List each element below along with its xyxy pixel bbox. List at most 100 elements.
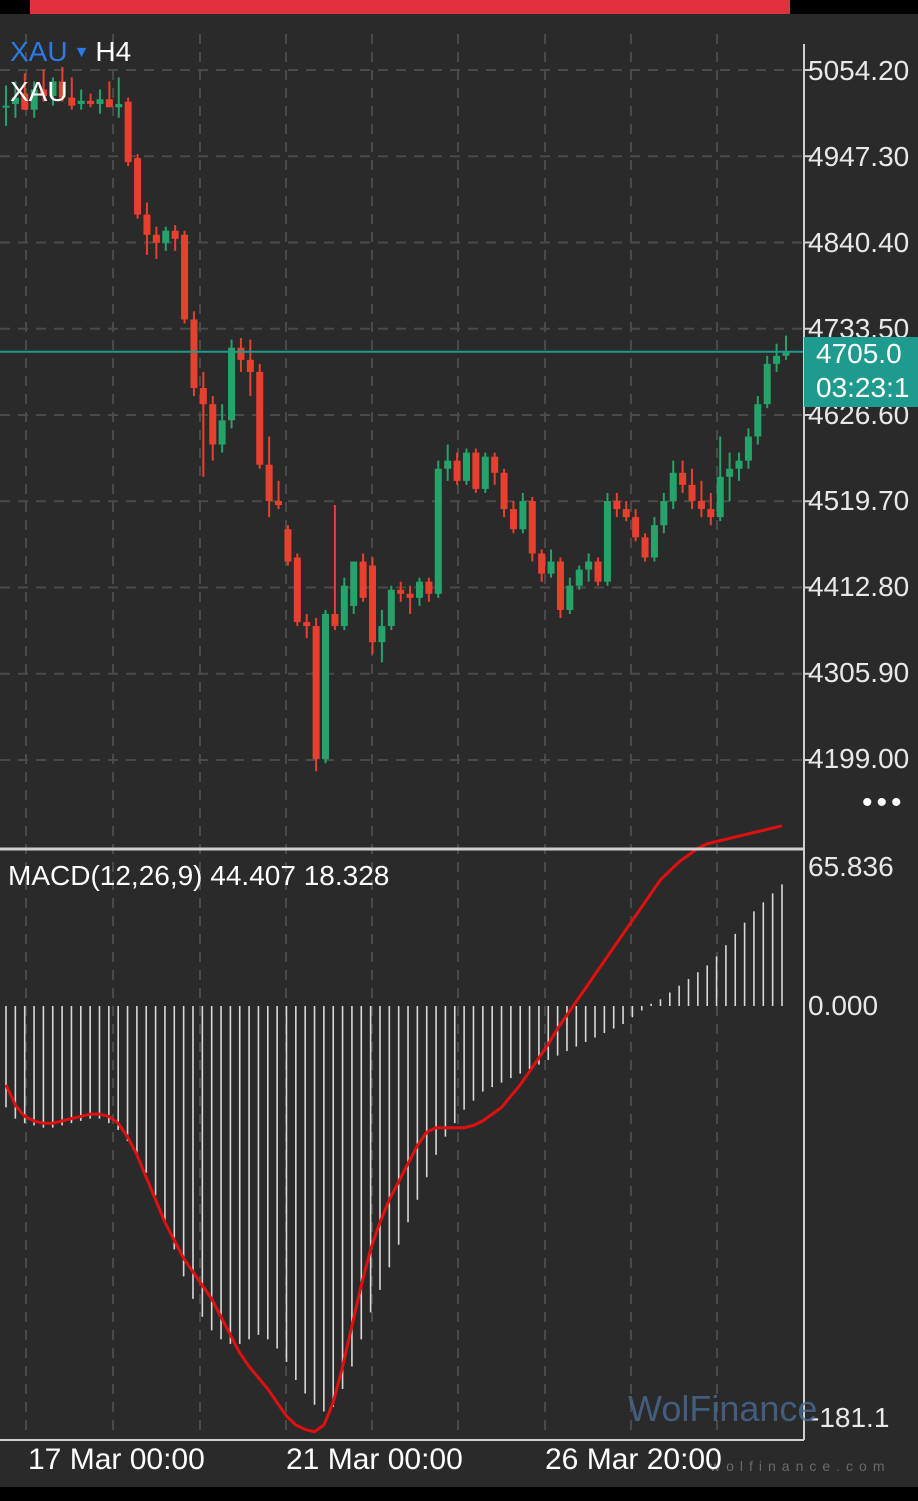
candle-bearish (209, 404, 217, 445)
candle-bearish (359, 561, 367, 598)
candle-bullish (726, 468, 734, 477)
candle-countdown: 03:23:1 (816, 372, 910, 403)
symbol-selector[interactable]: XAU ▼ H4 (10, 36, 131, 68)
macd-axis-top: 65.836 (808, 851, 894, 882)
candle-bearish (237, 347, 245, 360)
price-axis-label: 4840.40 (808, 227, 910, 258)
candle-bearish (246, 359, 254, 372)
candle-bullish (763, 363, 771, 405)
candle-bearish (538, 553, 546, 574)
price-axis-label: 4199.00 (808, 743, 910, 774)
candle-bullish (575, 569, 583, 586)
candle-bullish (11, 97, 19, 105)
candle-bullish (30, 89, 38, 110)
candle-bearish (491, 456, 499, 473)
macd-indicator-label[interactable]: MACD(12,26,9) 44.407 18.328 (8, 860, 390, 891)
timeframe-label[interactable]: H4 (95, 36, 132, 67)
candle-bearish (679, 472, 687, 485)
candle-bullish (650, 525, 658, 558)
candle-bearish (303, 622, 311, 627)
candle-bearish (68, 97, 76, 106)
candle-bullish (519, 501, 527, 530)
candle-bearish (697, 501, 705, 510)
candle-bearish (181, 234, 189, 320)
candle-bullish (660, 501, 668, 526)
candle-bullish (49, 81, 57, 96)
candle-bullish (603, 501, 611, 582)
candle-bullish (773, 355, 781, 364)
candle-bullish (754, 404, 762, 437)
candle-bullish (462, 452, 470, 481)
macd-axis-bottom: -181.1 (810, 1402, 890, 1433)
chart-canvas[interactable] (0, 14, 918, 1487)
candle-bearish (87, 100, 95, 105)
candle-bearish (641, 537, 649, 558)
candle-bullish (481, 456, 489, 489)
candle-bullish (228, 347, 236, 421)
chart-subtitle: XAU (10, 76, 68, 107)
ellipsis-icon[interactable]: ••• (862, 786, 906, 819)
candle-bullish (744, 436, 752, 461)
candle-bearish (152, 234, 160, 243)
candle-bearish (613, 501, 621, 510)
macd-axis-zero: 0.000 (808, 990, 879, 1021)
chart-frame (0, 14, 918, 1487)
candle-bearish (707, 509, 715, 518)
candle-bearish (199, 388, 207, 405)
candle-bearish (509, 509, 517, 530)
candle-bearish (500, 472, 508, 510)
candle-bullish (340, 585, 348, 627)
candle-bearish (275, 501, 283, 506)
symbol-name[interactable]: XAU (10, 36, 68, 67)
candle-bearish (134, 158, 142, 215)
candle-bullish (434, 468, 442, 594)
time-axis-label: 17 Mar 00:00 (28, 1443, 205, 1476)
candle-bearish (143, 214, 151, 235)
candle-bullish (415, 581, 423, 598)
candle-bearish (21, 93, 29, 110)
time-axis-label: 21 Mar 00:00 (286, 1443, 463, 1476)
candle-bearish (528, 501, 536, 554)
watermark-logo: WolFinance (628, 1388, 818, 1429)
candle-bearish (556, 561, 564, 610)
candle-bearish (331, 613, 339, 627)
candle-bullish (566, 585, 574, 610)
candle-bearish (171, 230, 179, 239)
candle-bullish (2, 105, 10, 108)
candle-bearish (425, 581, 433, 594)
price-axis-label: 4305.90 (808, 657, 910, 688)
price-axis-label: 4412.80 (808, 571, 910, 602)
candle-bearish (124, 101, 132, 163)
candle-bearish (256, 371, 264, 465)
dropdown-triangle-icon[interactable]: ▼ (73, 44, 90, 61)
price-axis-label: 5054.20 (808, 55, 910, 86)
candle-bullish (350, 561, 358, 606)
candle-bullish (77, 100, 85, 105)
candle-bearish (369, 565, 377, 643)
candle-bullish (115, 104, 123, 108)
candle-bullish (585, 561, 593, 570)
candle-bearish (594, 561, 602, 582)
candle-bearish (190, 319, 198, 389)
candle-bearish (105, 99, 113, 108)
current-price-badge: 4705.0 03:23:1 (804, 337, 918, 407)
candle-bullish (735, 460, 743, 469)
price-axis-label: 4947.30 (808, 141, 910, 172)
candle-bearish (58, 81, 66, 98)
candle-bullish (162, 230, 170, 243)
candle-bearish (406, 593, 414, 598)
candle-bearish (622, 509, 630, 518)
candle-bearish (453, 460, 461, 481)
candle-bullish (387, 589, 395, 627)
candle-bearish (688, 484, 696, 502)
candle-bullish (444, 460, 452, 469)
watermark-url: wolfinance.com (710, 1458, 891, 1474)
candle-bullish (716, 476, 724, 518)
candle-bullish (782, 351, 790, 356)
macd-signal-line (4, 824, 783, 1434)
candle-bearish (312, 626, 320, 760)
candle-bullish (378, 626, 386, 643)
top-accent-bar (30, 0, 790, 18)
candle-bullish (96, 99, 104, 105)
